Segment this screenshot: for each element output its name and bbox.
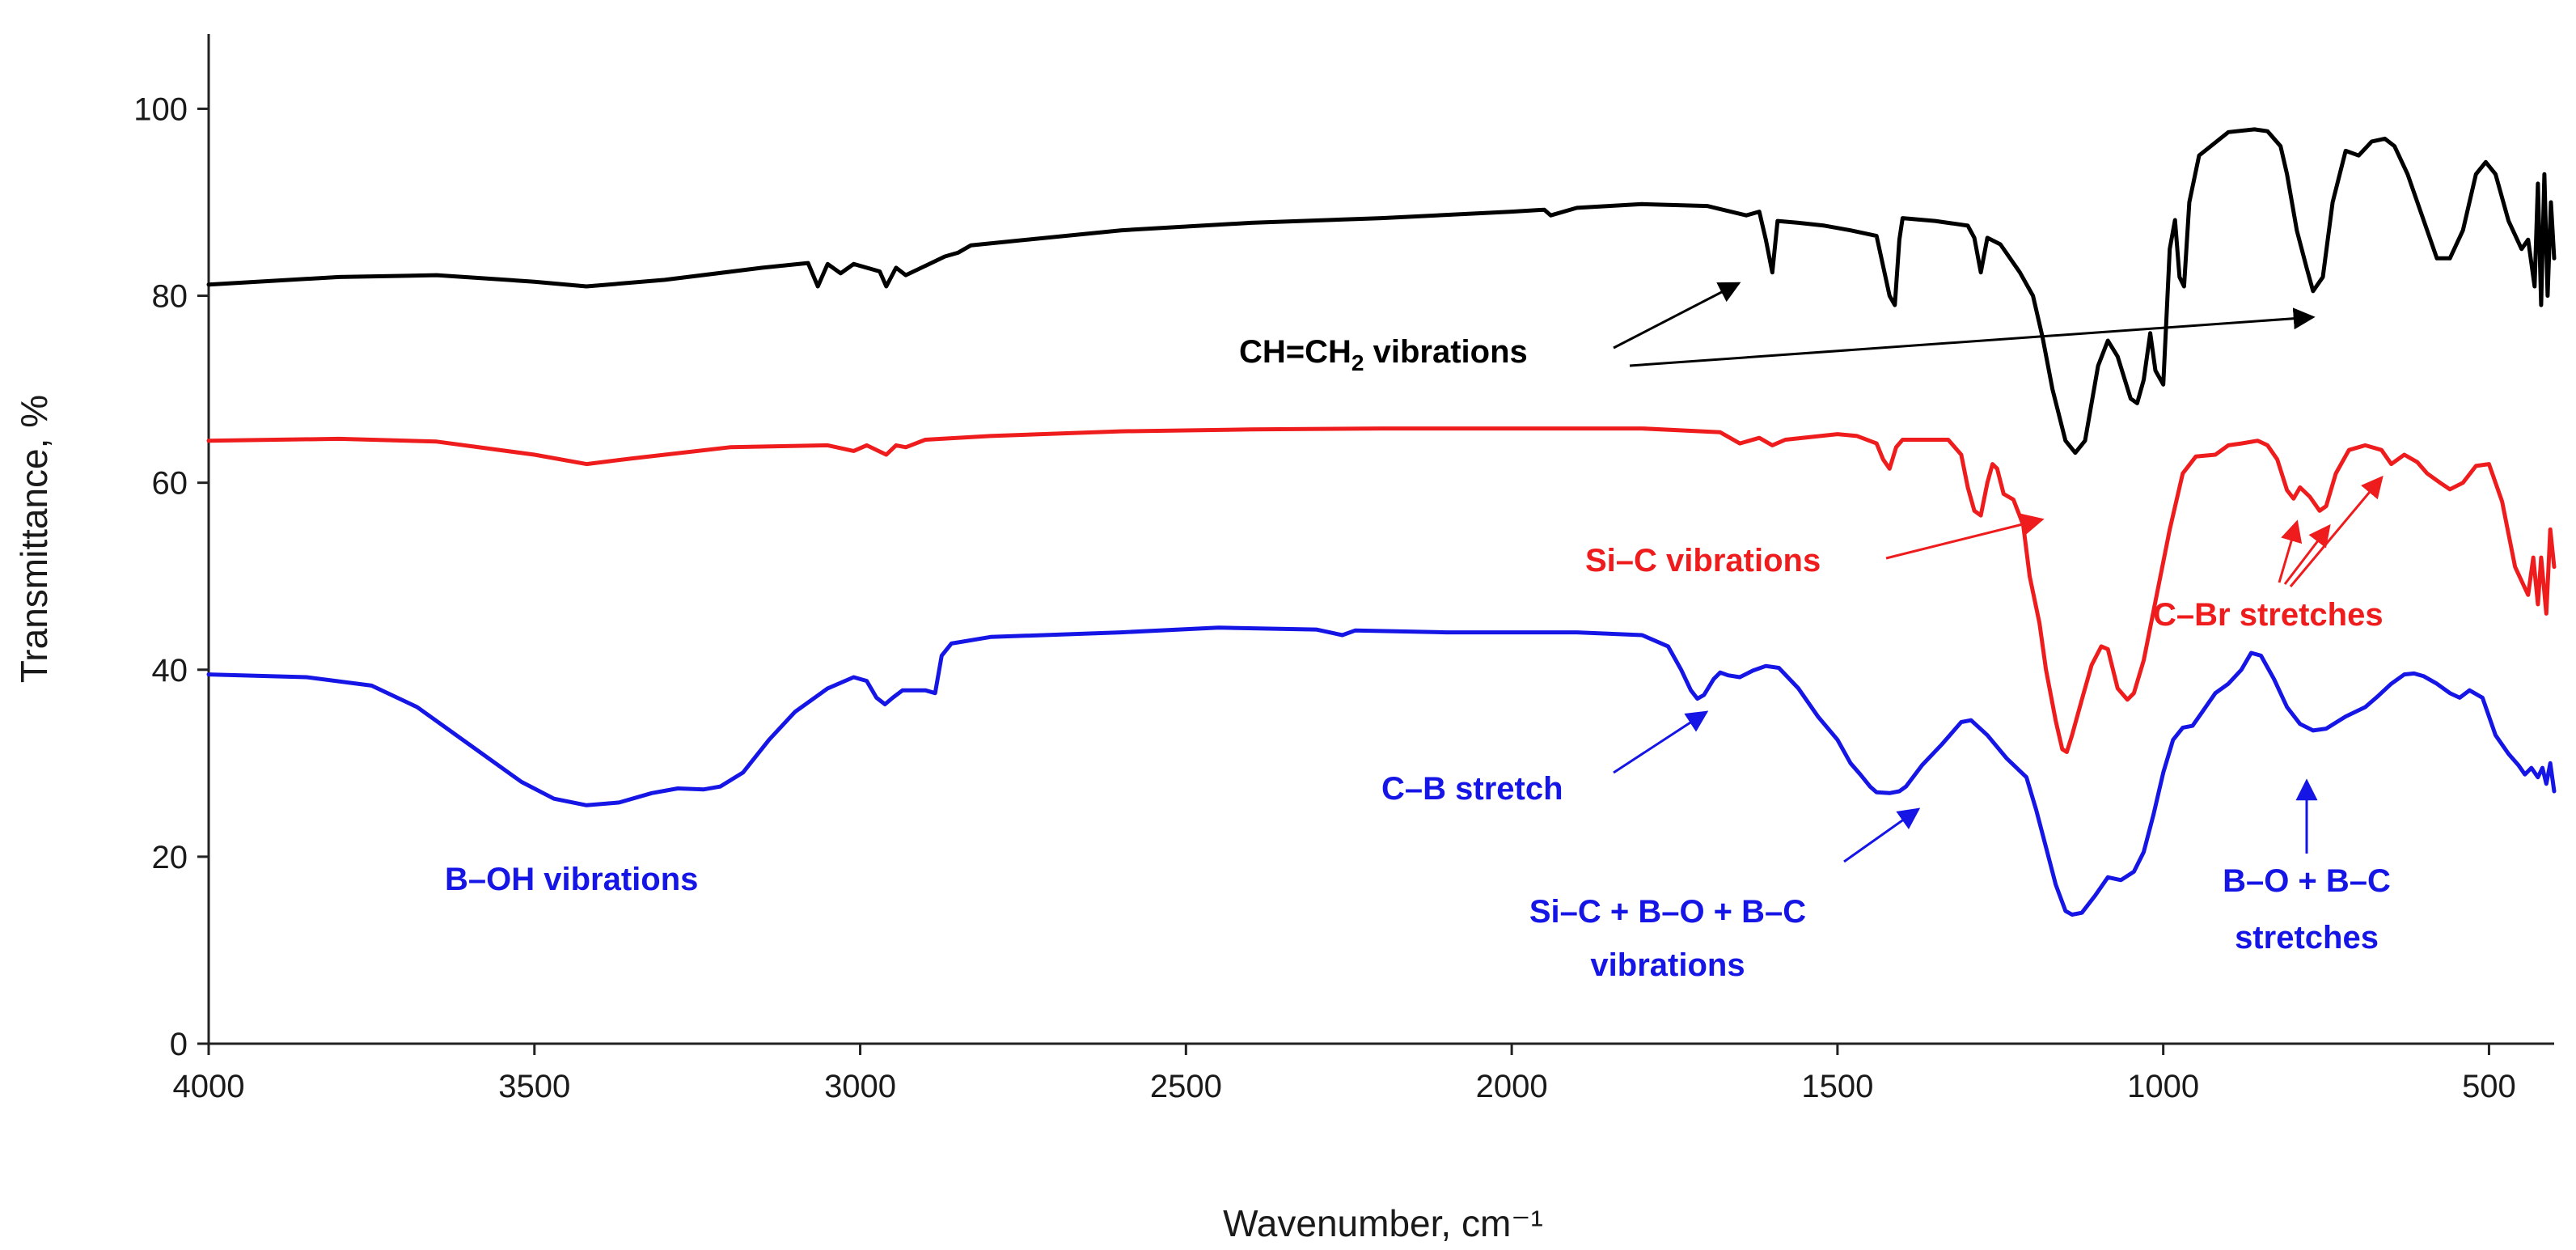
x-tick-label: 3500: [498, 1069, 570, 1104]
annotation-ch-suffix: vibrations: [1364, 334, 1527, 370]
x-tick-label: 2500: [1150, 1069, 1222, 1104]
y-tick-label: 60: [152, 466, 188, 502]
y-tick-label: 80: [152, 279, 188, 315]
red-spectrum-line: [206, 426, 2557, 754]
arrow-sicbo: [1843, 807, 1921, 863]
annotation-sic-vibrations: Si–C vibrations: [1585, 543, 1821, 578]
annotation-labels: CH=CH2 vibrations Si–C vibrations C–Br s…: [445, 334, 2391, 983]
x-tick-label: 3000: [824, 1069, 896, 1104]
x-axis-title: Wavenumber, cm⁻¹: [1223, 1202, 1543, 1244]
annotation-ch-sub: 2: [1351, 350, 1364, 375]
annotation-sicbobc-line1: Si–C + B–O + B–C: [1529, 894, 1806, 930]
blue-spectrum-line: [206, 625, 2557, 917]
series-layer: [206, 127, 2557, 917]
arrow-cb: [1613, 710, 1709, 774]
x-tick-label: 500: [2462, 1069, 2516, 1104]
annotation-ch-vibrations: CH=CH2 vibrations: [1239, 334, 1528, 375]
y-tick-label: 20: [152, 840, 188, 875]
y-tick-label: 100: [133, 91, 188, 127]
arrow-cbr-2: [2283, 523, 2331, 585]
black-spectrum-line: [206, 127, 2557, 456]
y-ticks: 0 20 40 60 80 100: [133, 91, 209, 1062]
x-ticks: 4000 3500 3000 2500 2000 1500 1000 500: [173, 1044, 2516, 1104]
annotation-bobc-line1: B–O + B–C: [2223, 863, 2391, 899]
x-tick-label: 1500: [1801, 1069, 1873, 1104]
y-tick-label: 0: [170, 1027, 188, 1062]
annotation-cbr-stretches: C–Br stretches: [2153, 597, 2384, 633]
annotation-cb-stretch: C–B stretch: [1381, 771, 1563, 807]
x-tick-label: 2000: [1476, 1069, 1548, 1104]
x-tick-label: 4000: [173, 1069, 245, 1104]
arrow-ch-2: [1629, 307, 2316, 367]
y-axis-title: Transmittance, %: [13, 395, 55, 683]
annotation-boh-vibrations: B–OH vibrations: [445, 862, 698, 897]
annotation-ch-text: CH=CH: [1239, 334, 1351, 370]
annotation-arrows: [1613, 282, 2384, 863]
annotation-bobc-line2: stretches: [2235, 920, 2379, 956]
arrow-sic: [1885, 513, 2045, 560]
annotation-sicbobc-line2: vibrations: [1590, 947, 1745, 983]
arrow-cbr-1: [2278, 519, 2303, 583]
x-tick-label: 1000: [2127, 1069, 2199, 1104]
arrow-ch-1: [1613, 282, 1741, 350]
y-tick-label: 40: [152, 653, 188, 689]
arrow-cbr-3: [2289, 475, 2384, 587]
